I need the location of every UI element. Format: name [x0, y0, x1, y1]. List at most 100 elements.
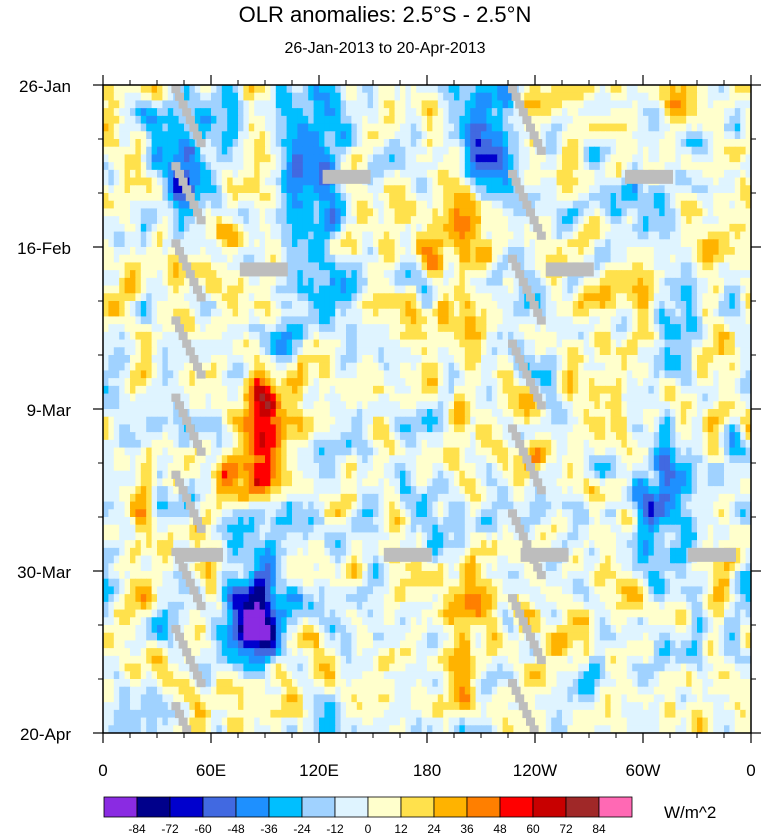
heatmap-cell: [653, 301, 660, 310]
heatmap-cell: [400, 270, 406, 279]
heatmap-cell: [130, 270, 136, 279]
heatmap-cell: [200, 200, 207, 210]
heatmap-cell: [680, 301, 687, 310]
heatmap-cell: [216, 254, 223, 264]
heatmap-cell: [340, 370, 347, 379]
heatmap-cell: [437, 193, 444, 202]
heatmap-cell: [205, 393, 212, 402]
heatmap-cell: [346, 146, 352, 156]
heatmap-cell: [599, 339, 606, 348]
heatmap-cell: [567, 123, 574, 132]
heatmap-cell: [691, 247, 698, 256]
heatmap-cell: [313, 277, 320, 287]
heatmap-cell: [200, 270, 207, 279]
heatmap-cell: [540, 277, 547, 287]
heatmap-cell: [605, 362, 612, 372]
heatmap-cell: [324, 401, 331, 410]
heatmap-cell: [513, 208, 520, 217]
heatmap-cell: [140, 239, 147, 248]
heatmap-cell: [545, 108, 552, 117]
heatmap-cell: [162, 239, 169, 248]
heatmap-cell: [518, 115, 525, 125]
heatmap-cell: [216, 316, 223, 325]
heatmap-cell: [616, 100, 622, 109]
heatmap-cell: [286, 193, 293, 202]
heatmap-cell: [373, 208, 379, 217]
heatmap-cell: [686, 355, 693, 364]
heatmap-cell: [346, 393, 352, 402]
heatmap-cell: [621, 85, 628, 94]
heatmap-cell: [119, 285, 126, 294]
heatmap-cell: [319, 385, 325, 395]
heatmap-cell: [135, 262, 142, 271]
heatmap-cell: [637, 115, 644, 125]
heatmap-cell: [605, 262, 612, 271]
heatmap-cell: [626, 301, 633, 310]
heatmap-cell: [302, 131, 309, 140]
heatmap-cell: [734, 200, 741, 210]
heatmap-cell: [481, 92, 487, 102]
heatmap-cell: [454, 347, 460, 356]
heatmap-cell: [432, 331, 439, 341]
heatmap-cell: [481, 131, 487, 140]
heatmap-cell: [124, 401, 131, 410]
heatmap-cell: [594, 115, 601, 125]
heatmap-cell: [491, 401, 498, 410]
heatmap-cell: [319, 85, 325, 94]
heatmap-cell: [119, 262, 126, 271]
heatmap-cell: [578, 339, 585, 348]
heatmap-cell: [286, 92, 293, 102]
heatmap-cell: [637, 301, 644, 310]
heatmap-cell: [151, 100, 158, 109]
heatmap-cell: [475, 92, 482, 102]
heatmap-cell: [621, 231, 628, 240]
heatmap-cell: [702, 254, 709, 264]
heatmap-cell: [470, 223, 477, 233]
heatmap-cell: [664, 92, 671, 102]
heatmap-cell: [119, 308, 126, 318]
heatmap-cell: [405, 185, 412, 194]
heatmap-cell: [346, 277, 352, 287]
heatmap-cell: [383, 285, 390, 294]
heatmap-cell: [664, 185, 671, 194]
heatmap-cell: [124, 123, 131, 132]
heatmap-cell: [459, 247, 466, 256]
heatmap-cell: [513, 115, 520, 125]
heatmap-cell: [389, 92, 396, 102]
heatmap-cell: [319, 239, 325, 248]
heatmap-cell: [551, 208, 558, 217]
heatmap-cell: [265, 123, 271, 132]
heatmap-cell: [178, 239, 185, 248]
heatmap-cell: [356, 331, 363, 341]
heatmap-cell: [410, 339, 417, 348]
heatmap-cell: [367, 85, 374, 94]
heatmap-cell: [281, 331, 288, 341]
heatmap-cell: [729, 185, 736, 194]
heatmap-cell: [362, 270, 369, 279]
heatmap-cell: [189, 146, 196, 156]
heatmap-cell: [297, 85, 304, 94]
heatmap-cell: [637, 85, 644, 94]
heatmap-cell: [130, 154, 136, 163]
heatmap-cell: [259, 393, 266, 402]
heatmap-cell: [135, 208, 142, 217]
heatmap-cell: [691, 146, 698, 156]
heatmap-cell: [437, 347, 444, 356]
heatmap-cell: [281, 316, 288, 325]
heatmap-cell: [470, 216, 477, 225]
heatmap-cell: [616, 316, 622, 325]
heatmap-cell: [335, 85, 342, 94]
heatmap-cell: [713, 154, 720, 163]
heatmap-cell: [162, 185, 169, 194]
heatmap-cell: [486, 100, 493, 109]
heatmap-cell: [200, 316, 207, 325]
heatmap-cell: [335, 115, 342, 125]
heatmap-cell: [232, 362, 239, 372]
heatmap-cell: [632, 208, 639, 217]
heatmap-cell: [481, 331, 487, 341]
heatmap-cell: [481, 293, 487, 302]
heatmap-cell: [718, 223, 725, 233]
heatmap-cell: [324, 131, 331, 140]
heatmap-cell: [589, 208, 595, 217]
heatmap-cell: [286, 370, 293, 379]
